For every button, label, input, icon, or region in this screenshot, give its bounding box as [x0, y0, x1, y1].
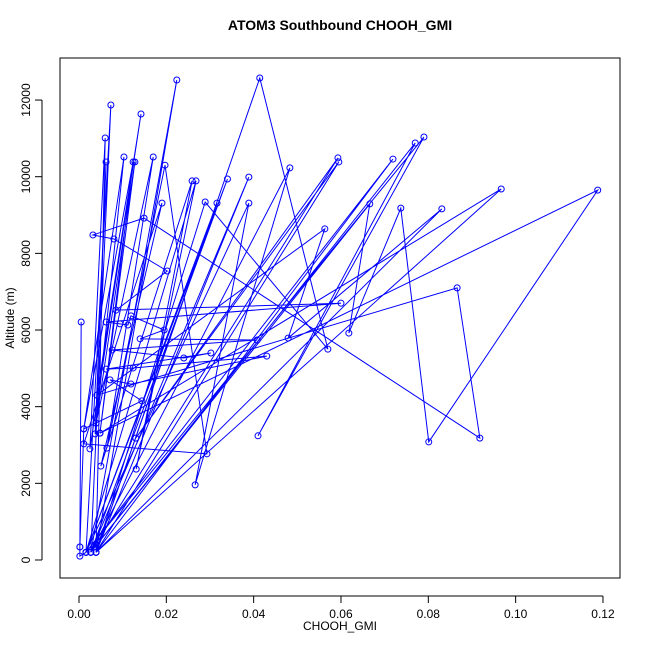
data-point: [80, 425, 88, 433]
data-point: [497, 185, 505, 193]
data-point: [192, 177, 200, 185]
data-point: [93, 391, 101, 399]
data-point: [92, 548, 100, 556]
data-point: [86, 445, 94, 453]
data-point: [335, 158, 343, 166]
data-point: [223, 175, 231, 183]
y-tick-label: 2000: [19, 470, 33, 497]
data-point: [106, 376, 114, 384]
data-point: [476, 434, 484, 442]
data-point: [438, 205, 446, 213]
data-line: [79, 76, 600, 558]
data-point: [124, 321, 132, 329]
x-tick-label: 0.10: [504, 607, 528, 621]
data-point: [334, 154, 342, 162]
y-tick-label: 0: [19, 556, 33, 563]
data-point: [256, 74, 264, 82]
data-point: [140, 214, 148, 222]
data-point: [102, 158, 110, 166]
data-point: [245, 199, 253, 207]
data-point: [136, 335, 144, 343]
chart-title: ATOM3 Southbound CHOOH_GMI: [228, 17, 452, 33]
data-point: [213, 199, 221, 207]
data-point: [207, 349, 215, 357]
y-axis-label: Altitude (m): [3, 287, 17, 348]
data-point: [137, 110, 145, 118]
data-point: [161, 161, 169, 169]
data-point: [112, 306, 120, 314]
data-point: [253, 336, 261, 344]
data-point: [337, 299, 345, 307]
data-point: [127, 380, 135, 388]
data-point: [138, 397, 146, 405]
data-point: [131, 158, 139, 166]
data-point: [80, 440, 88, 448]
data-point: [107, 101, 115, 109]
data-point: [108, 346, 116, 354]
data-point: [102, 365, 110, 373]
data-point: [324, 345, 332, 353]
data-point: [188, 177, 196, 185]
data-point: [254, 432, 262, 440]
x-tick-label: 0.00: [67, 607, 91, 621]
data-point: [132, 465, 140, 473]
data-point: [103, 444, 111, 452]
y-tick-label: 4000: [19, 393, 33, 420]
data-point: [116, 320, 124, 328]
data-point: [397, 204, 405, 212]
data-point: [101, 134, 109, 142]
data-point: [286, 164, 294, 172]
data-point: [87, 548, 95, 556]
data-point: [96, 429, 104, 437]
data-point: [420, 133, 428, 141]
data-point: [203, 450, 211, 458]
data-point: [366, 200, 374, 208]
data-point: [411, 139, 419, 147]
x-tick-label: 0.04: [242, 607, 266, 621]
data-point: [245, 173, 253, 181]
data-point: [76, 543, 84, 551]
x-tick-label: 0.06: [329, 607, 353, 621]
y-tick-label: 6000: [19, 316, 33, 343]
data-point: [102, 318, 110, 326]
data-point: [180, 354, 188, 362]
x-tick-label: 0.02: [155, 607, 179, 621]
data-point: [127, 312, 135, 320]
data-point: [129, 364, 137, 372]
data-point: [89, 231, 97, 239]
data-point: [158, 199, 166, 207]
x-tick-label: 0.12: [591, 607, 615, 621]
data-point: [594, 186, 602, 194]
data-point: [132, 434, 140, 442]
y-tick-label: 8000: [19, 240, 33, 267]
x-axis-label: CHOOH_GMI: [303, 619, 377, 633]
data-point: [149, 153, 157, 161]
data-point: [201, 198, 209, 206]
data-point: [92, 419, 100, 427]
data-point: [263, 352, 271, 360]
data-point: [173, 76, 181, 84]
data-point: [425, 438, 433, 446]
data-point: [76, 552, 84, 560]
data-point: [110, 235, 118, 243]
data-point: [345, 329, 353, 337]
data-point: [191, 481, 199, 489]
x-tick-label: 0.08: [417, 607, 441, 621]
data-point: [97, 462, 105, 470]
y-tick-label: 10000: [19, 160, 33, 194]
data-point: [91, 430, 99, 438]
data-point: [120, 153, 128, 161]
data-point: [160, 326, 168, 334]
data-point: [453, 284, 461, 292]
data-point: [321, 225, 329, 233]
data-point: [82, 548, 90, 556]
data-point: [163, 267, 171, 275]
y-tick-label: 12000: [19, 83, 33, 117]
data-point: [77, 318, 85, 326]
plot-frame: [59, 57, 621, 579]
data-point: [389, 155, 397, 163]
data-point: [284, 334, 292, 342]
